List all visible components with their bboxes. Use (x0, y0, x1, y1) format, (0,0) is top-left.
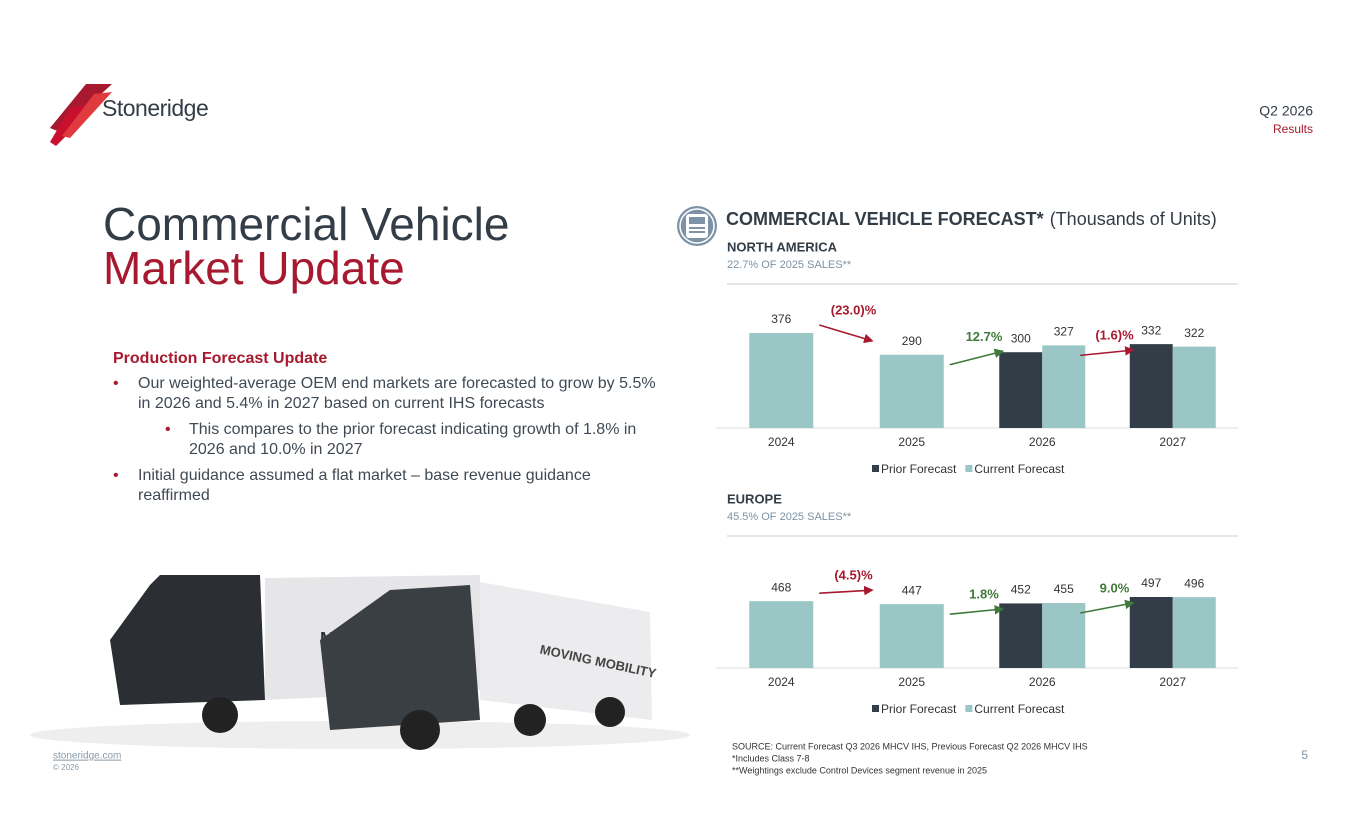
data-label: 455 (1054, 582, 1074, 596)
legend-swatch (872, 705, 879, 712)
forecast-unit: (Thousands of Units) (1050, 209, 1217, 229)
bullet-dot: • (113, 375, 119, 392)
chart: NORTH AMERICA 22.7% OF 2025 SALES** 2024 37… (716, 239, 1238, 476)
change-arrow (949, 348, 1005, 366)
bar (1172, 597, 1216, 668)
data-label: 452 (1011, 583, 1031, 597)
logo-text: Stoneridge (102, 95, 208, 121)
bar (749, 333, 814, 428)
x-tick-label: 2027 (1159, 435, 1186, 449)
legend-label: Prior Forecast (881, 462, 957, 476)
forecast-title: COMMERCIAL VEHICLE FORECAST* (Thousands o… (726, 209, 1217, 229)
sub-bullet-text: This compares to the prior forecast indi… (189, 421, 637, 458)
bar (1042, 345, 1086, 428)
bar (1172, 346, 1216, 428)
data-label: 468 (771, 580, 791, 594)
x-tick-label: 2025 (898, 675, 925, 689)
chart-title: NORTH AMERICA (727, 239, 838, 254)
source-note: *Includes Class 7-8 (732, 753, 810, 763)
truck-icon (677, 206, 717, 246)
footer: stoneridge.com © 2026 5 (53, 748, 1308, 772)
slide-title: Commercial Vehicle (103, 198, 509, 250)
change-label: (23.0)% (831, 302, 877, 317)
source-note: SOURCE: Current Forecast Q3 2026 MHCV IH… (732, 741, 1088, 751)
legend-swatch (965, 465, 973, 472)
data-label: 332 (1141, 323, 1161, 337)
data-label: 497 (1141, 576, 1161, 590)
data-label: 322 (1184, 326, 1204, 340)
period: Q2 2026 (1259, 103, 1313, 119)
change-label: (4.5)% (834, 568, 873, 583)
x-tick-label: 2026 (1029, 435, 1056, 449)
legend-label: Current Forecast (974, 702, 1065, 716)
bullet-dot: • (113, 467, 119, 484)
x-tick-label: 2025 (898, 435, 925, 449)
data-label: 300 (1011, 331, 1031, 345)
bar (1042, 603, 1086, 668)
bar (879, 604, 944, 668)
data-label: 376 (771, 312, 791, 326)
legend-label: Prior Forecast (881, 702, 957, 716)
data-label: 496 (1184, 576, 1204, 590)
data-label: 290 (902, 334, 922, 348)
chart-subtitle: 45.5% OF 2025 SALES** (727, 511, 852, 523)
change-arrow (1080, 599, 1135, 614)
trucks-illustration: MOV MOVING MOBILITY (30, 575, 690, 750)
bar (1129, 344, 1173, 428)
change-label: 9.0% (1100, 580, 1130, 595)
change-label: (1.6)% (1095, 328, 1134, 343)
copyright: © 2026 (53, 763, 79, 772)
data-label: 327 (1054, 325, 1074, 339)
legend-label: Current Forecast (974, 462, 1065, 476)
bar (879, 354, 944, 428)
chart: EUROPE 45.5% OF 2025 SALES** 2024 468 2025 44… (716, 491, 1238, 716)
period-subtitle: Results (1273, 122, 1313, 136)
bar (999, 352, 1043, 428)
legend-swatch (872, 465, 879, 472)
bar (1129, 597, 1173, 668)
bar (999, 603, 1043, 668)
logo-mark (50, 84, 112, 146)
x-tick-label: 2026 (1029, 675, 1056, 689)
bullet-text: Our weighted-average OEM end markets are… (138, 375, 656, 412)
x-tick-label: 2024 (768, 675, 795, 689)
data-label: 447 (902, 583, 922, 597)
change-arrow (819, 585, 874, 596)
x-tick-label: 2024 (768, 435, 795, 449)
change-arrow (1080, 346, 1135, 357)
chart-subtitle: 22.7% OF 2025 SALES** (727, 259, 852, 271)
slide-title-accent: Market Update (103, 242, 405, 294)
page-number: 5 (1301, 748, 1308, 762)
change-arrow (819, 324, 874, 344)
legend-swatch (965, 705, 973, 712)
change-arrow (949, 604, 1005, 615)
chart-title: EUROPE (727, 491, 782, 506)
change-label: 1.8% (969, 586, 999, 601)
body-heading: Production Forecast Update (113, 350, 327, 367)
change-label: 12.7% (966, 329, 1003, 344)
bullet-text: Initial guidance assumed a flat market –… (138, 467, 591, 504)
site-link[interactable]: stoneridge.com (53, 751, 121, 762)
bullet-dot: • (165, 421, 171, 438)
forecast-title-main: COMMERCIAL VEHICLE FORECAST* (726, 209, 1044, 229)
bar (749, 601, 814, 668)
x-tick-label: 2027 (1159, 675, 1186, 689)
source-note: **Weightings exclude Control Devices seg… (732, 765, 987, 775)
